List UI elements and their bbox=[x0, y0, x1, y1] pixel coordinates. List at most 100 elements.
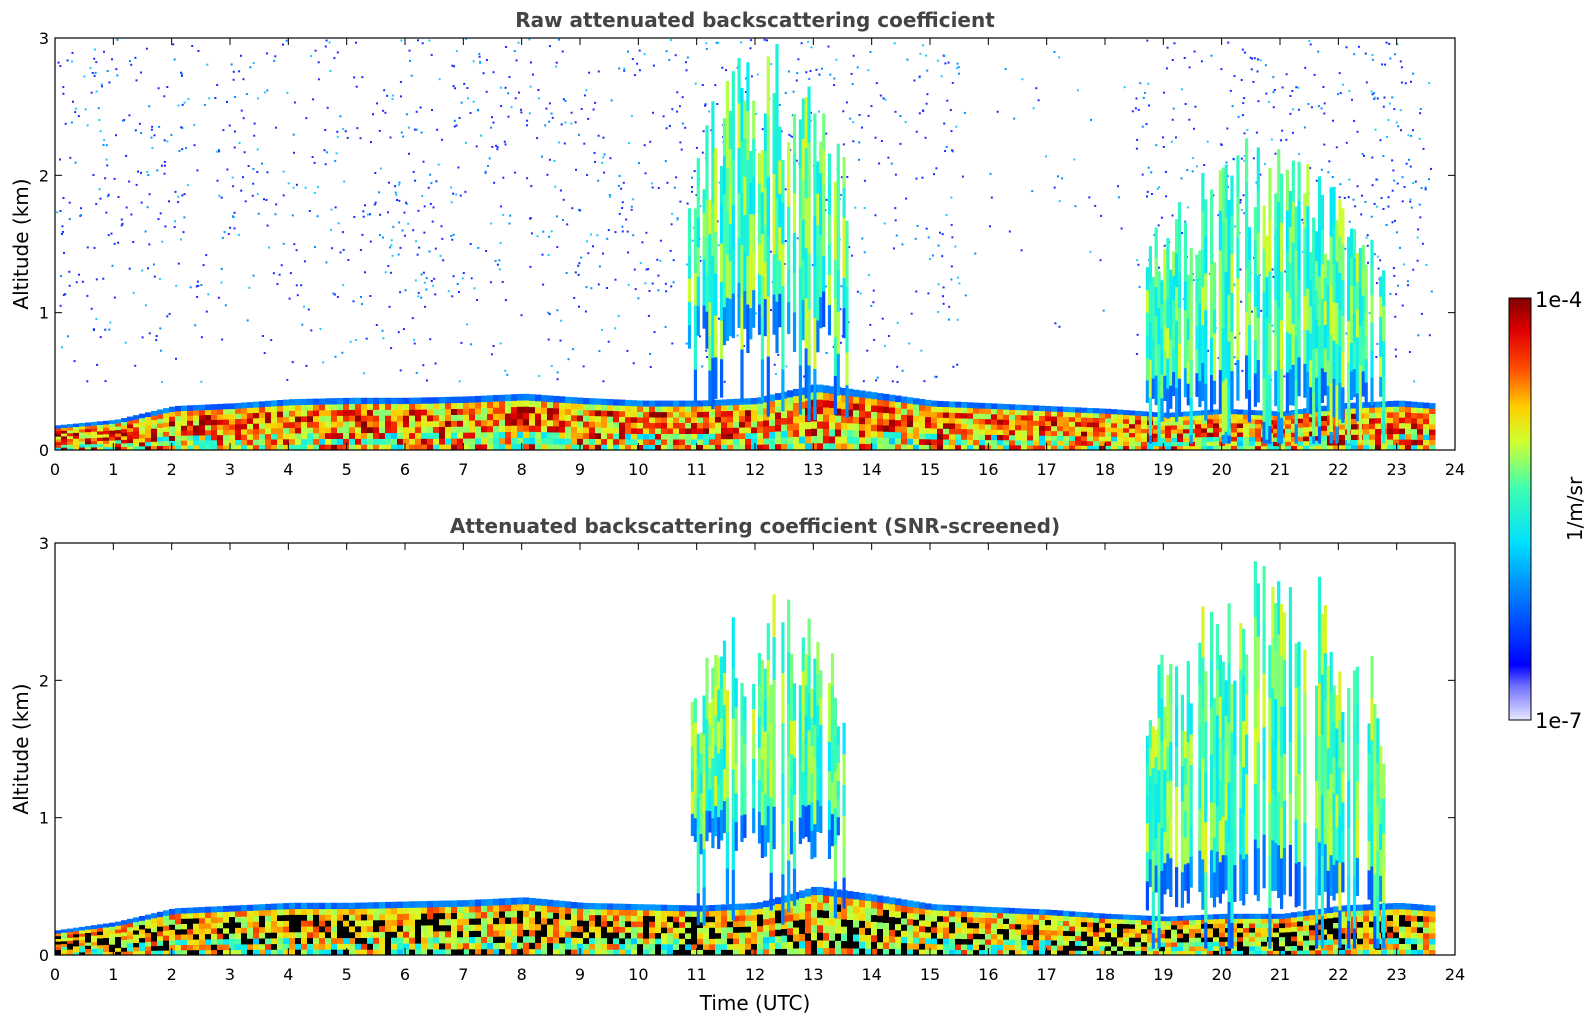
cloud-streak-cell bbox=[1163, 350, 1167, 376]
noise-speck bbox=[856, 66, 859, 69]
boundary-layer-cell bbox=[199, 912, 206, 919]
cloud-streak-cell bbox=[1306, 164, 1310, 207]
boundary-layer-cell bbox=[265, 920, 272, 928]
boundary-layer-cell bbox=[505, 425, 512, 432]
boundary-layer-cell bbox=[913, 438, 920, 445]
boundary-layer-cell bbox=[1081, 445, 1088, 450]
boundary-layer-cell bbox=[901, 420, 908, 427]
noise-speck bbox=[313, 192, 316, 194]
noise-speck bbox=[893, 247, 895, 250]
noise-speck bbox=[155, 335, 158, 337]
noise-speck bbox=[1165, 67, 1168, 70]
noise-speck bbox=[453, 65, 456, 68]
boundary-layer-cell bbox=[865, 404, 872, 412]
boundary-layer-cell bbox=[457, 402, 464, 409]
noise-speck bbox=[840, 285, 843, 288]
noise-speck bbox=[548, 313, 551, 316]
noise-speck bbox=[913, 79, 916, 82]
cloud-streak-cell bbox=[787, 174, 791, 207]
boundary-layer-cell bbox=[1033, 435, 1040, 441]
boundary-layer-cell bbox=[103, 430, 110, 435]
boundary-layer-cell bbox=[505, 419, 512, 426]
boundary-layer-cell bbox=[1273, 428, 1280, 434]
noise-speck bbox=[1419, 216, 1422, 219]
boundary-layer-cell bbox=[901, 432, 908, 439]
cloud-streak-cell bbox=[1221, 327, 1225, 382]
cloud-streak-cell bbox=[1306, 288, 1310, 331]
noise-speck bbox=[403, 211, 406, 214]
noise-speck bbox=[573, 297, 576, 299]
boundary-layer-cell bbox=[523, 406, 530, 413]
noise-speck bbox=[916, 225, 919, 227]
boundary-layer-cell bbox=[1093, 417, 1100, 423]
boundary-layer-cell bbox=[295, 438, 302, 445]
boundary-layer-cell bbox=[1093, 412, 1100, 418]
boundary-layer-cell bbox=[205, 912, 212, 918]
noise-speck bbox=[148, 243, 151, 246]
cloud-streak-cell bbox=[1323, 347, 1327, 372]
noise-speck bbox=[672, 259, 675, 262]
noise-speck bbox=[1394, 53, 1396, 56]
cloud-streak-cell bbox=[1245, 354, 1249, 399]
cloud-streak-cell bbox=[757, 304, 762, 335]
cloud-streak-cell bbox=[1212, 262, 1217, 287]
noise-speck bbox=[626, 349, 629, 352]
boundary-layer-cell bbox=[1165, 421, 1172, 426]
boundary-layer-cell bbox=[277, 411, 284, 418]
boundary-layer-cell bbox=[571, 408, 578, 416]
noise-speck bbox=[780, 130, 783, 133]
cloud-streak-cell bbox=[781, 285, 785, 328]
noise-speck bbox=[922, 44, 924, 47]
noise-speck bbox=[409, 59, 411, 62]
noise-speck bbox=[1280, 139, 1282, 142]
noise-speck bbox=[369, 295, 372, 297]
noise-speck bbox=[123, 119, 126, 122]
boundary-layer-cell bbox=[331, 931, 338, 939]
boundary-layer-cell bbox=[1405, 401, 1412, 408]
y-tick-label: 0 bbox=[39, 441, 49, 460]
boundary-layer-cell bbox=[247, 444, 254, 450]
boundary-layer-cell bbox=[73, 441, 80, 445]
noise-speck bbox=[110, 232, 113, 235]
boundary-layer-cell bbox=[181, 949, 188, 955]
boundary-layer-cell bbox=[229, 444, 236, 450]
cloud-streak-cell bbox=[728, 223, 732, 262]
boundary-layer-cell bbox=[1183, 437, 1190, 442]
boundary-layer-cell bbox=[1021, 440, 1028, 446]
cloud-streak-cell bbox=[845, 220, 849, 254]
boundary-layer-cell bbox=[85, 935, 92, 940]
boundary-layer-cell bbox=[421, 403, 428, 410]
boundary-layer-cell bbox=[1111, 418, 1118, 424]
boundary-layer-cell bbox=[193, 445, 200, 450]
boundary-layer-cell bbox=[961, 434, 968, 440]
boundary-layer-cell bbox=[571, 397, 578, 404]
boundary-layer-cell bbox=[319, 421, 326, 428]
boundary-layer-cell bbox=[235, 434, 242, 440]
noise-speck bbox=[57, 61, 60, 64]
noise-speck bbox=[951, 81, 954, 84]
boundary-layer-cell bbox=[871, 424, 878, 432]
noise-speck bbox=[148, 193, 151, 196]
boundary-layer-cell bbox=[529, 412, 536, 420]
boundary-layer-cell bbox=[217, 927, 224, 934]
noise-speck bbox=[64, 293, 67, 296]
cloud-streak-cell bbox=[1309, 386, 1313, 415]
boundary-layer-cell bbox=[457, 438, 464, 445]
boundary-layer-cell bbox=[205, 944, 212, 951]
boundary-layer-cell bbox=[1255, 410, 1262, 416]
noise-speck bbox=[1260, 309, 1263, 312]
boundary-layer-cell bbox=[583, 438, 590, 445]
boundary-layer-cell bbox=[283, 949, 290, 955]
boundary-layer-cell bbox=[703, 438, 710, 445]
boundary-layer-cell bbox=[115, 426, 122, 431]
noise-speck bbox=[205, 254, 208, 257]
boundary-layer-cell bbox=[241, 407, 248, 414]
boundary-layer-cell bbox=[913, 403, 920, 411]
boundary-layer-cell bbox=[1123, 436, 1130, 442]
noise-speck bbox=[75, 281, 78, 284]
noise-speck bbox=[177, 201, 180, 204]
boundary-layer-cell bbox=[787, 390, 794, 398]
cloud-streak-cell bbox=[1265, 357, 1269, 399]
cloud-streak-cell bbox=[1285, 210, 1289, 252]
boundary-layer-cell bbox=[787, 410, 794, 418]
